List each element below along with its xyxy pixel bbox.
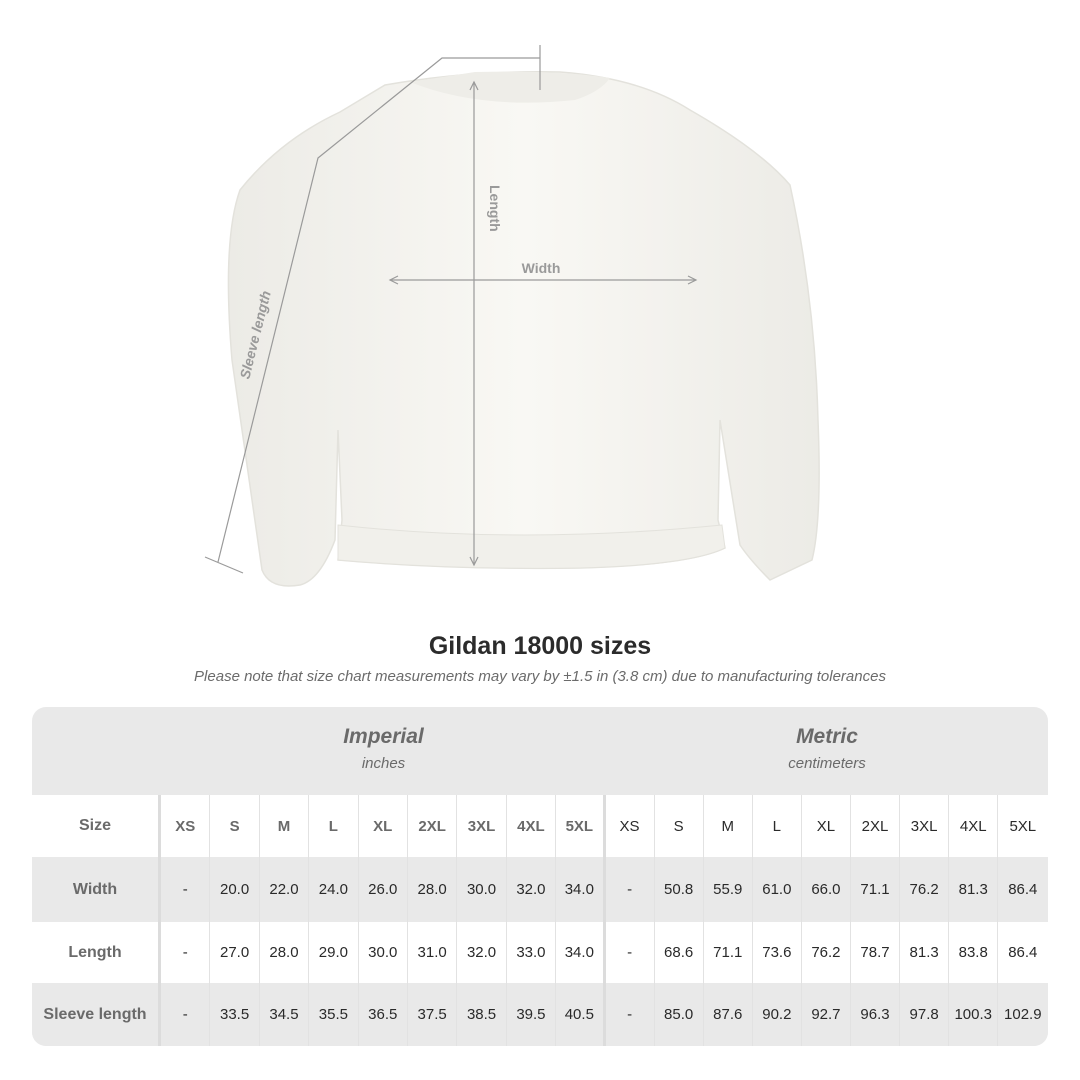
- table-row: Sleeve length -33.5 34.5 35.5 36.5 37.5 38.5 39…: [32, 983, 1048, 1046]
- imperial-cell: 28.0: [408, 857, 458, 922]
- imperial-cell: 33.0: [507, 922, 557, 983]
- imperial-title: Imperial: [343, 725, 424, 748]
- metric-cell: -: [606, 922, 655, 983]
- metric-cell: -: [606, 857, 655, 922]
- metric-cell: 90.2: [753, 983, 802, 1046]
- size-header-imperial: 5XL: [556, 795, 606, 857]
- metric-cell: 83.8: [949, 922, 999, 983]
- size-header-imperial: 4XL: [507, 795, 557, 857]
- metric-cell: 66.0: [802, 857, 851, 922]
- size-header-metric: XL: [802, 795, 851, 857]
- imperial-cell: 34.0: [556, 922, 606, 983]
- metric-cell: 76.2: [802, 922, 851, 983]
- size-header-imperial: 2XL: [408, 795, 458, 857]
- imperial-cell: 32.0: [457, 922, 507, 983]
- imperial-cell: 33.5: [210, 983, 260, 1046]
- width-label: Width: [522, 260, 561, 276]
- imperial-cell: -: [161, 922, 211, 983]
- measurement-lines: [204, 45, 698, 574]
- imperial-cell: 34.5: [260, 983, 310, 1046]
- metric-unit: centimeters: [788, 755, 866, 772]
- imperial-unit: inches: [361, 755, 406, 772]
- imperial-cell: 35.5: [309, 983, 359, 1046]
- imperial-cell: 30.0: [359, 922, 408, 983]
- size-header-metric: M: [704, 795, 753, 857]
- imperial-cell: 40.5: [556, 983, 606, 1046]
- metric-cell: 97.8: [900, 983, 950, 1046]
- metric-cell: 85.0: [655, 983, 704, 1046]
- metric-cell: 86.4: [1008, 881, 1038, 898]
- sweatshirt-image: [227, 71, 820, 587]
- imperial-cell: 26.0: [359, 857, 408, 922]
- metric-title: Metric: [796, 725, 858, 748]
- size-header-metric: 4XL: [949, 795, 999, 857]
- imperial-cell: 28.0: [260, 922, 310, 983]
- imperial-cell: 37.5: [408, 983, 458, 1046]
- size-header-imperial: S: [210, 795, 260, 857]
- metric-cell: 68.6: [655, 922, 704, 983]
- size-header-metric: 2XL: [851, 795, 901, 857]
- imperial-cell: 20.0: [210, 857, 260, 922]
- metric-cell: -: [606, 983, 655, 1046]
- imperial-header: Imperial inches: [161, 707, 606, 795]
- page-title: Gildan 18000 sizes: [428, 632, 652, 660]
- imperial-cell: 31.0: [408, 922, 458, 983]
- imperial-cell: 29.0: [309, 922, 359, 983]
- metric-cell: 71.1: [851, 857, 901, 922]
- imperial-cell: -: [161, 983, 211, 1046]
- table-row: Width -20.0 22.0 24.0 26.0 28.0 30.0 32.0 34.0-5…: [32, 857, 1048, 922]
- size-header-imperial: XL: [359, 795, 408, 857]
- metric-cell: 81.3: [900, 922, 950, 983]
- sweatshirt-diagram: Length Width Sleeve length: [204, 45, 820, 587]
- metric-cell: 102.9: [1004, 1006, 1042, 1023]
- size-header-imperial: 3XL: [457, 795, 507, 857]
- size-header-metric: 3XL: [900, 795, 950, 857]
- imperial-cell: 39.5: [507, 983, 557, 1046]
- metric-cell: 96.3: [851, 983, 901, 1046]
- row-label: Sleeve length: [32, 983, 161, 1046]
- size-table: Imperial inches Metric centimeters Size X…: [32, 707, 1048, 1046]
- size-header-metric: 5XL: [1009, 817, 1037, 835]
- metric-cell: 81.3: [949, 857, 999, 922]
- imperial-cell: 27.0: [210, 922, 260, 983]
- imperial-cell: 30.0: [457, 857, 507, 922]
- metric-cell: 76.2: [900, 857, 950, 922]
- metric-cell: 87.6: [704, 983, 753, 1046]
- metric-header: Metric centimeters: [606, 707, 1048, 795]
- metric-cell: 78.7: [851, 922, 901, 983]
- length-label: Length: [487, 185, 503, 232]
- metric-cell: 55.9: [704, 857, 753, 922]
- metric-cell: 92.7: [802, 983, 851, 1046]
- size-header-imperial: M: [260, 795, 310, 857]
- imperial-cell: 32.0: [507, 857, 557, 922]
- imperial-cell: 36.5: [359, 983, 408, 1046]
- imperial-cell: 38.5: [457, 983, 507, 1046]
- imperial-cell: 22.0: [260, 857, 310, 922]
- size-header-imperial: XS: [161, 795, 211, 857]
- row-label: Length: [32, 922, 161, 983]
- metric-cell: 73.6: [753, 922, 802, 983]
- metric-cell: 61.0: [753, 857, 802, 922]
- imperial-cell: -: [161, 857, 211, 922]
- tolerance-note: Please note that size chart measurements…: [194, 668, 886, 685]
- size-header-metric: S: [655, 795, 704, 857]
- imperial-cell: 34.0: [556, 857, 606, 922]
- metric-cell: 71.1: [704, 922, 753, 983]
- table-row: Length -27.0 28.0 29.0 30.0 31.0 32.0 33.0 34.0-…: [32, 922, 1048, 983]
- size-header-metric: L: [753, 795, 802, 857]
- size-header-imperial: L: [309, 795, 359, 857]
- row-label: Width: [32, 857, 161, 922]
- size-header-metric: XS: [606, 795, 655, 857]
- metric-cell: 50.8: [655, 857, 704, 922]
- size-header-row: Size XS S M L XL 2XL 3XL 4XL 5XL XS S M L XL 2XL 3XL 4XL 5…: [32, 795, 1048, 857]
- imperial-cell: 24.0: [309, 857, 359, 922]
- metric-cell: 100.3: [949, 983, 999, 1046]
- metric-cell: 86.4: [1008, 944, 1038, 961]
- row-label: Size: [32, 795, 161, 857]
